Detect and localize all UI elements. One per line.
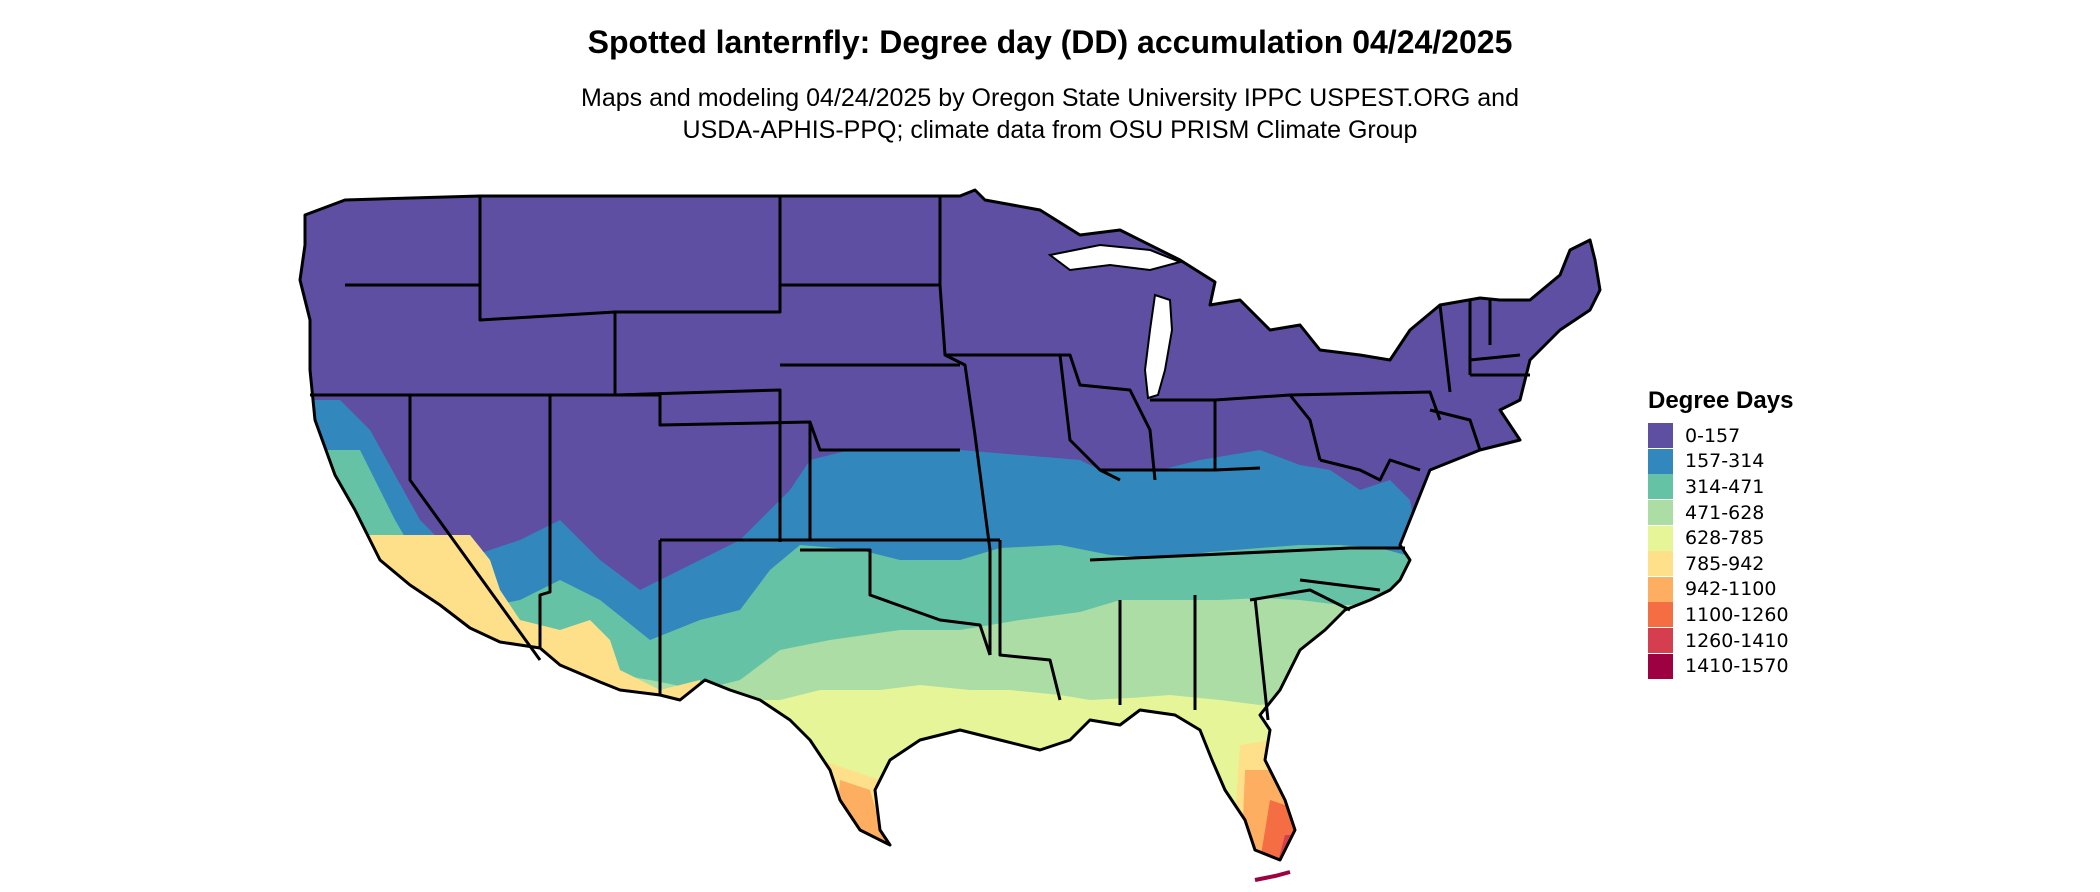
map-subtitle: Maps and modeling 04/24/2025 by Oregon S… bbox=[0, 82, 2100, 146]
map-title: Spotted lanternfly: Degree day (DD) accu… bbox=[587, 24, 1513, 60]
legend-item: 1260-1410 bbox=[1648, 628, 1793, 654]
keys-1410-1570 bbox=[1254, 870, 1291, 882]
legend-swatch bbox=[1648, 474, 1673, 500]
legend-label: 785-942 bbox=[1685, 552, 1765, 575]
legend-label: 942-1100 bbox=[1685, 578, 1777, 601]
legend-swatch bbox=[1648, 653, 1673, 679]
zone-785-942-texas bbox=[800, 760, 900, 860]
legend-label: 0-157 bbox=[1685, 424, 1741, 447]
legend-item: 314-471 bbox=[1648, 474, 1793, 500]
legend-label: 157-314 bbox=[1685, 450, 1765, 473]
legend-label: 314-471 bbox=[1685, 475, 1765, 498]
legend-item: 1100-1260 bbox=[1648, 602, 1793, 628]
legend-item: 157-314 bbox=[1648, 448, 1793, 475]
legend-item: 628-785 bbox=[1648, 525, 1793, 551]
legend-item: 471-628 bbox=[1648, 500, 1793, 526]
subtitle-line-1: Maps and modeling 04/24/2025 by Oregon S… bbox=[581, 84, 1519, 112]
zone-1100-1260 bbox=[1255, 800, 1300, 860]
legend-item: 942-1100 bbox=[1648, 576, 1793, 603]
legend-label: 1100-1260 bbox=[1685, 603, 1789, 626]
state-borders bbox=[298, 188, 1602, 862]
legend-swatch bbox=[1648, 551, 1673, 577]
zone-942-1100 bbox=[830, 770, 1300, 860]
legend-swatch bbox=[1648, 423, 1673, 449]
legend-swatch bbox=[1648, 448, 1673, 474]
legend-swatch bbox=[1648, 576, 1673, 602]
legend-swatch bbox=[1648, 525, 1673, 551]
legend-item: 785-942 bbox=[1648, 551, 1793, 577]
legend-label: 1260-1410 bbox=[1685, 629, 1789, 652]
subtitle-line-2: USDA-APHIS-PPQ; climate data from OSU PR… bbox=[682, 116, 1418, 144]
legend-label: 471-628 bbox=[1685, 501, 1765, 524]
legend-title: Degree Days bbox=[1648, 387, 1794, 414]
legend-label: 628-785 bbox=[1685, 527, 1765, 550]
legend: Degree Days 0-157 157-314 314-471 471-628 62… bbox=[1648, 387, 1793, 679]
legend-swatch bbox=[1648, 602, 1673, 628]
legend-label: 1410-1570 bbox=[1685, 655, 1789, 678]
lake-superior bbox=[1047, 243, 1184, 272]
legend-swatch bbox=[1648, 628, 1673, 654]
legend-item: 0-157 bbox=[1648, 423, 1793, 449]
legend-swatch bbox=[1648, 500, 1673, 526]
legend-item: 1410-1570 bbox=[1648, 653, 1793, 679]
great-lakes bbox=[1047, 243, 1184, 400]
lake-michigan bbox=[1143, 293, 1174, 400]
legend-items: 0-157 157-314 314-471 471-628 628-785 785-942… bbox=[1648, 423, 1793, 679]
